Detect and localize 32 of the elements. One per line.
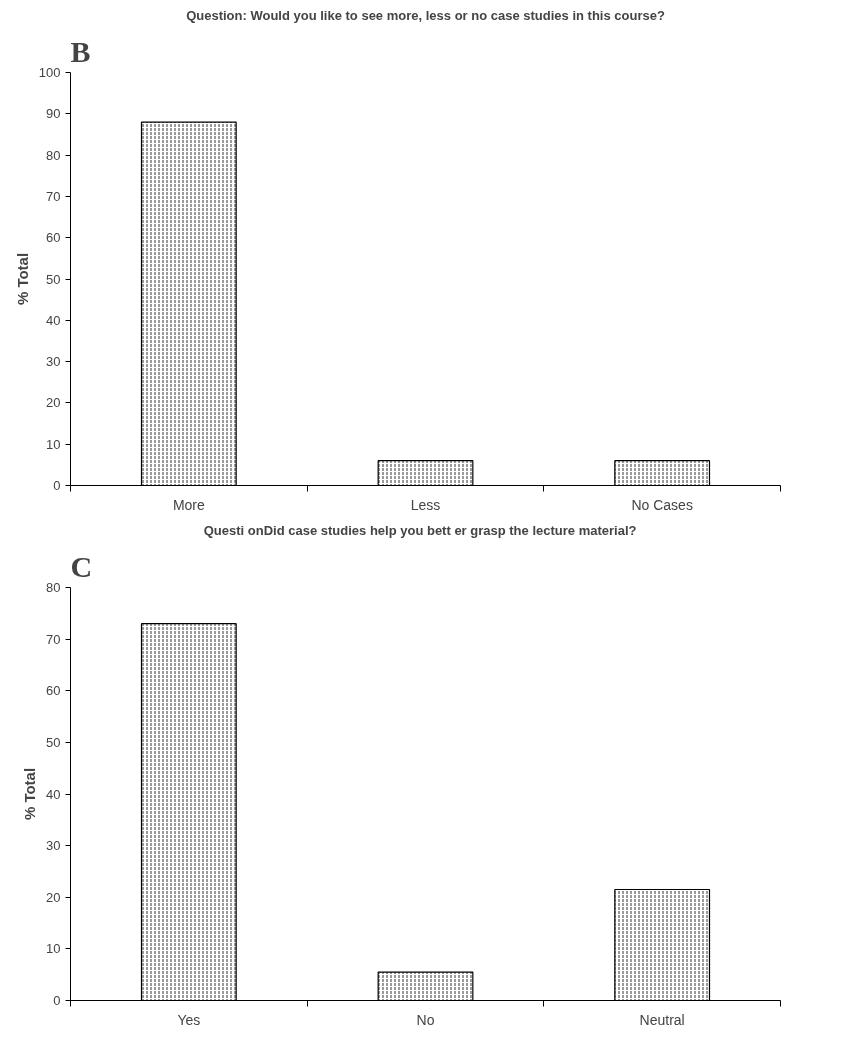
y-tick-label: 60 bbox=[46, 683, 61, 699]
chart-title: Question: Would you like to see more, less or no case studies in this course? bbox=[186, 7, 665, 23]
y-tick-label: 10 bbox=[46, 941, 61, 957]
y-tick-label: 70 bbox=[46, 188, 61, 204]
y-tick-label: 40 bbox=[46, 786, 61, 802]
x-tick-label: Less bbox=[410, 496, 441, 513]
y-tick-label: 0 bbox=[53, 993, 61, 1008]
text: B bbox=[70, 34, 91, 68]
y-tick-label: 60 bbox=[46, 230, 61, 246]
y-tick-label: 20 bbox=[46, 889, 61, 905]
y-tick-label: 0 bbox=[53, 478, 61, 493]
y-tick-label: 30 bbox=[46, 354, 61, 370]
x-tick-label: Yes bbox=[177, 1011, 201, 1028]
x-tick-label: More bbox=[172, 496, 205, 513]
y-tick-label: 50 bbox=[46, 271, 61, 287]
y-tick-label: 40 bbox=[46, 312, 61, 328]
y-tick-label: 30 bbox=[46, 838, 61, 854]
y-tick-label: 20 bbox=[46, 395, 61, 411]
x-tick-label: Neutral bbox=[639, 1011, 685, 1028]
y-tick-label: 90 bbox=[46, 106, 61, 122]
y-tick-label: 80 bbox=[46, 147, 61, 163]
x-tick-label: No Cases bbox=[631, 496, 693, 513]
text: C bbox=[70, 549, 93, 583]
y-tick-label: 100 bbox=[38, 65, 61, 80]
x-tick-label: No bbox=[416, 1011, 435, 1028]
y-tick-label: 10 bbox=[46, 436, 61, 452]
y-axis-title: % Total bbox=[21, 767, 39, 821]
y-tick-label: 80 bbox=[46, 580, 61, 595]
chart-title: Questi onDid case studies help you bett er grasp the lecture material? bbox=[203, 522, 637, 538]
y-axis-title: % Total bbox=[13, 252, 31, 306]
y-tick-label: 70 bbox=[46, 631, 61, 647]
y-tick-label: 50 bbox=[46, 734, 61, 750]
